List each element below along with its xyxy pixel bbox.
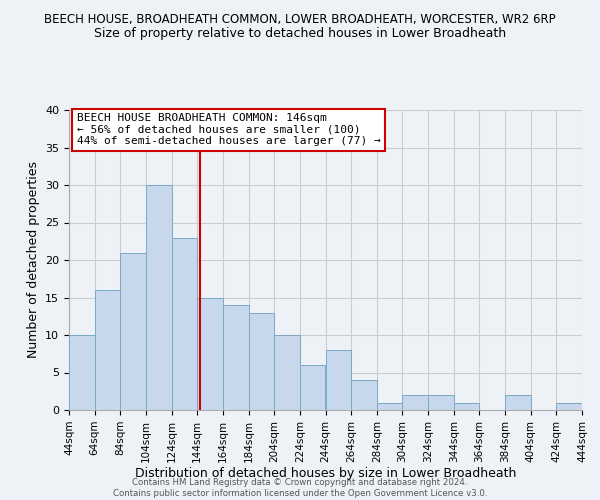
- Bar: [377, 402, 403, 410]
- Bar: [556, 402, 582, 410]
- Bar: [274, 335, 300, 410]
- Bar: [248, 312, 274, 410]
- Bar: [403, 395, 428, 410]
- Text: BEECH HOUSE BROADHEATH COMMON: 146sqm
← 56% of detached houses are smaller (100): BEECH HOUSE BROADHEATH COMMON: 146sqm ← …: [77, 113, 380, 146]
- Y-axis label: Number of detached properties: Number of detached properties: [26, 162, 40, 358]
- Bar: [197, 298, 223, 410]
- Bar: [146, 185, 172, 410]
- Bar: [223, 305, 248, 410]
- Text: Size of property relative to detached houses in Lower Broadheath: Size of property relative to detached ho…: [94, 28, 506, 40]
- Bar: [505, 395, 531, 410]
- Bar: [300, 365, 325, 410]
- Bar: [325, 350, 351, 410]
- Bar: [172, 238, 197, 410]
- Bar: [428, 395, 454, 410]
- Bar: [69, 335, 95, 410]
- Bar: [454, 402, 479, 410]
- Text: BEECH HOUSE, BROADHEATH COMMON, LOWER BROADHEATH, WORCESTER, WR2 6RP: BEECH HOUSE, BROADHEATH COMMON, LOWER BR…: [44, 12, 556, 26]
- Text: Contains HM Land Registry data © Crown copyright and database right 2024.
Contai: Contains HM Land Registry data © Crown c…: [113, 478, 487, 498]
- Bar: [95, 290, 121, 410]
- Bar: [351, 380, 377, 410]
- X-axis label: Distribution of detached houses by size in Lower Broadheath: Distribution of detached houses by size …: [135, 468, 516, 480]
- Bar: [121, 252, 146, 410]
